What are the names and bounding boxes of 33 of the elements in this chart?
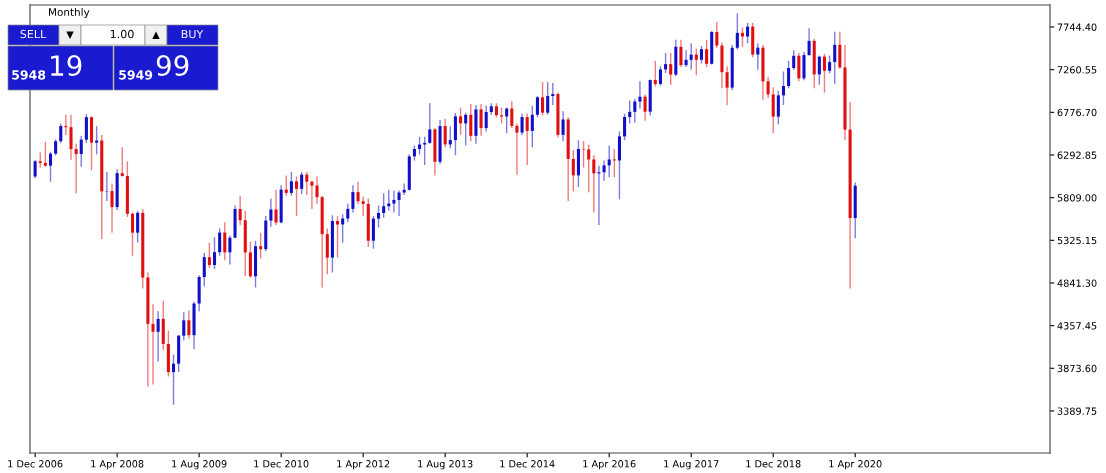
x-tick-label: 1 Dec 2010 (254, 460, 309, 468)
x-tick-label: 1 Apr 2012 (337, 460, 390, 470)
y-tick-label: 6292.85 (1057, 151, 1097, 159)
annotation: ▲ (152, 31, 160, 39)
x-tick-label: 1 Apr 2008 (91, 460, 144, 470)
y-tick-label: 7260.55 (1057, 66, 1097, 74)
annotation: ▼ (66, 31, 74, 39)
x-tick-label: 1 Aug 2017 (664, 460, 719, 470)
x-tick-label: 1 Aug 2013 (418, 460, 473, 470)
x-tick-label: 1 Dec 2006 (8, 460, 63, 468)
x-tick-label: 1 Apr 2016 (583, 460, 636, 470)
candlestick (402, 182, 406, 196)
x-tick-label: 1 Dec 2018 (746, 460, 801, 468)
annotation: SELL (20, 29, 47, 39)
y-tick-label: 5325.15 (1057, 236, 1097, 245)
y-tick-label: 3873.60 (1057, 364, 1097, 373)
y-tick-label: 4357.45 (1057, 322, 1097, 330)
y-tick-label: 7744.40 (1057, 23, 1097, 31)
annotation: 1.00 (110, 29, 134, 39)
y-tick-label: 6776.70 (1057, 108, 1097, 117)
candlestick (684, 49, 688, 68)
chart-title: Monthly (49, 7, 90, 19)
y-tick-label: 5809.00 (1057, 194, 1097, 202)
annotation: 99 (156, 55, 189, 77)
annotation: 19 (51, 55, 82, 77)
x-tick-label: 1 Apr 2020 (829, 460, 882, 470)
annotation: 5948 (12, 70, 46, 80)
y-tick-label: 4841.30 (1057, 279, 1097, 287)
x-tick-label: 1 Dec 2014 (500, 460, 555, 468)
annotation: 5949 (119, 70, 153, 80)
y-tick-label: 3389.75 (1057, 407, 1097, 415)
annotation: BUY (181, 29, 204, 39)
x-tick-label: 1 Aug 2009 (172, 460, 227, 470)
